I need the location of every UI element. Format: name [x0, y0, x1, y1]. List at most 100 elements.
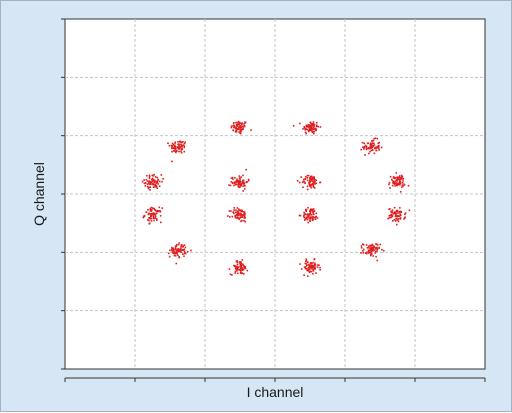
data-point [178, 256, 181, 259]
data-point [148, 180, 150, 182]
data-point [404, 213, 406, 216]
data-point [305, 126, 308, 128]
data-point [241, 259, 244, 261]
data-point [360, 245, 363, 247]
data-point [370, 246, 372, 249]
data-point [234, 216, 237, 219]
data-point [229, 216, 231, 218]
data-point [152, 178, 154, 181]
data-point [144, 185, 147, 187]
data-point [399, 217, 402, 219]
data-point [389, 187, 391, 189]
data-point [394, 211, 396, 214]
data-point [360, 252, 362, 254]
data-point [404, 216, 406, 218]
data-point [235, 129, 238, 131]
data-point [306, 124, 308, 127]
data-point [378, 149, 380, 151]
data-point [180, 251, 182, 253]
data-point [183, 252, 186, 255]
data-point [232, 129, 235, 131]
data-point [307, 221, 309, 224]
data-point [178, 148, 180, 150]
data-point [370, 149, 373, 152]
data-point [239, 185, 241, 188]
data-point [148, 223, 151, 225]
data-point [176, 243, 178, 246]
data-point [365, 252, 367, 254]
data-point [179, 146, 182, 149]
data-point [394, 182, 396, 184]
data-point [369, 249, 371, 252]
data-point [234, 272, 236, 274]
data-point [363, 142, 365, 145]
data-point [314, 180, 316, 183]
data-point [312, 266, 315, 269]
data-point [313, 267, 316, 270]
data-point [371, 249, 373, 252]
data-point [242, 190, 244, 192]
data-point [315, 129, 317, 132]
data-point [308, 180, 311, 182]
data-point [148, 181, 150, 184]
data-point [179, 140, 181, 143]
data-point [307, 215, 310, 217]
data-point [150, 206, 153, 209]
data-point [181, 249, 184, 251]
data-point [367, 249, 370, 251]
data-point [232, 211, 234, 214]
data-point [174, 248, 177, 250]
data-point [150, 210, 153, 212]
data-point [233, 125, 236, 128]
data-point [368, 244, 371, 247]
data-point [303, 213, 305, 216]
data-point [312, 211, 314, 214]
data-point [362, 250, 364, 252]
data-point [305, 213, 307, 216]
data-point [299, 122, 301, 125]
data-point [319, 126, 322, 128]
data-point [365, 244, 368, 246]
data-point [315, 125, 318, 127]
data-point [304, 267, 307, 270]
data-point [155, 210, 158, 212]
data-point [240, 184, 242, 187]
data-point [311, 217, 314, 219]
data-point [238, 209, 241, 212]
data-point [238, 208, 240, 210]
data-point [310, 216, 313, 219]
data-point [393, 219, 396, 221]
data-point [156, 181, 158, 183]
data-point [309, 121, 312, 124]
data-point [148, 175, 151, 178]
data-point [175, 262, 178, 265]
data-point [240, 130, 242, 132]
data-point [145, 211, 148, 214]
data-point [368, 247, 371, 249]
data-point [314, 218, 317, 220]
data-point [230, 181, 233, 183]
data-point [398, 175, 401, 177]
data-point [154, 214, 157, 216]
data-point [144, 182, 147, 184]
data-point [371, 145, 374, 148]
data-point [183, 248, 186, 251]
data-point [233, 212, 235, 215]
data-point [306, 177, 309, 179]
data-point [308, 264, 311, 267]
data-point [394, 185, 396, 187]
data-point [176, 146, 179, 148]
data-point [369, 251, 372, 254]
data-point [309, 209, 311, 212]
data-point [236, 179, 238, 182]
data-point [151, 177, 154, 180]
data-point [153, 219, 155, 222]
data-point [234, 183, 237, 186]
data-point [244, 121, 247, 124]
data-point [314, 262, 316, 265]
data-point [240, 267, 243, 270]
data-point [375, 243, 377, 245]
data-point [152, 179, 155, 182]
data-point [396, 219, 399, 221]
x-axis-label: I channel [247, 384, 304, 400]
